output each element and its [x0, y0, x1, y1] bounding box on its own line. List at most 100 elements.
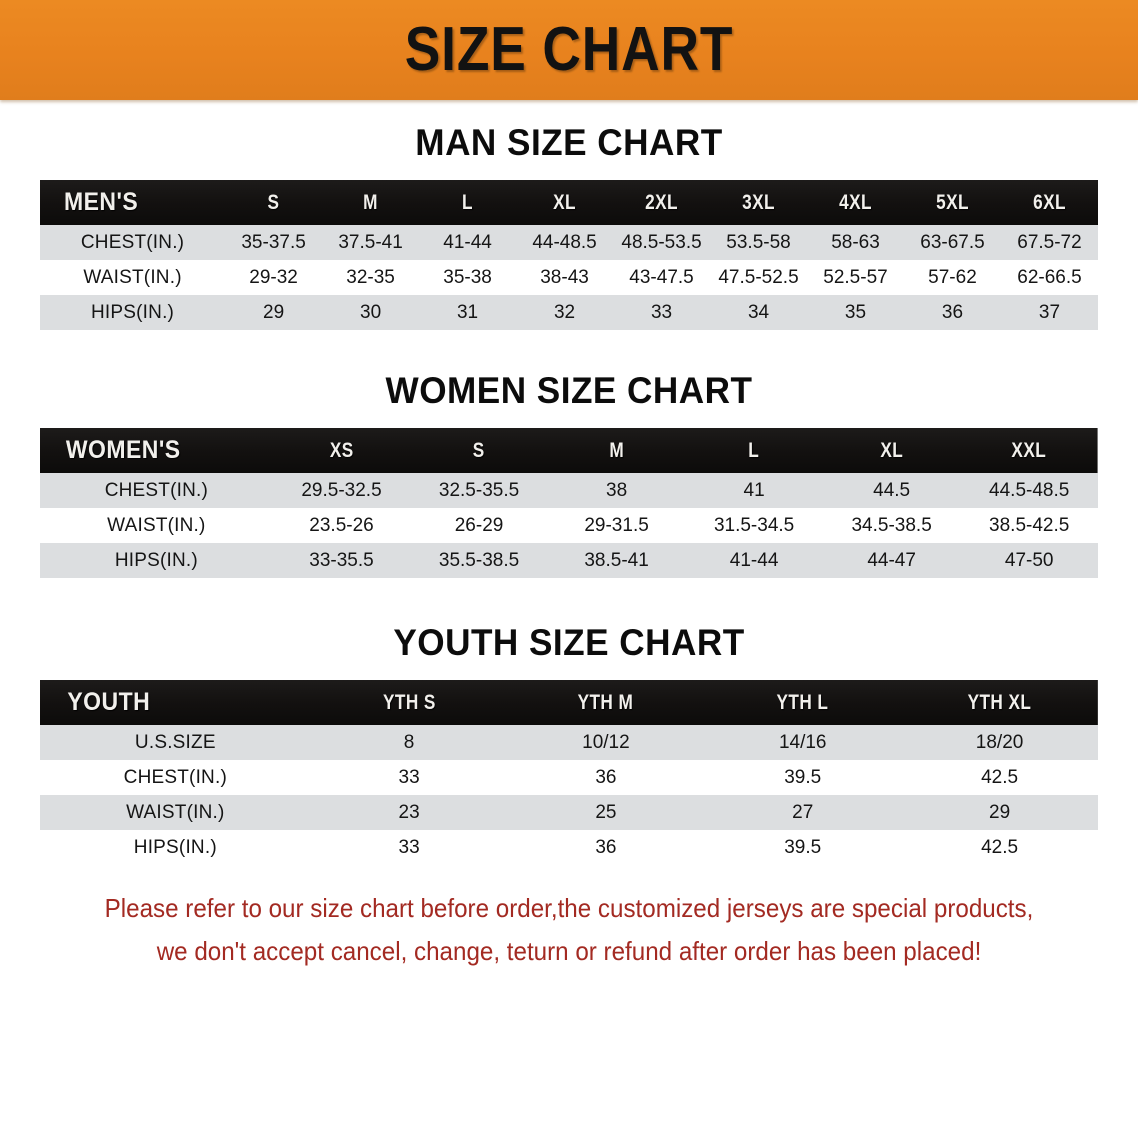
women-size-table: WOMEN'S XS S M L XL XXL CHEST(IN.) 29.5-32.5 32… — [40, 428, 1098, 578]
youth-table-body: U.S.SIZE 8 10/12 14/16 18/20 CHEST(IN.) 33 36 39… — [40, 725, 1098, 865]
table-cell: 38 — [547, 473, 686, 508]
table-cell: 35 — [807, 295, 904, 330]
table-cell: 23.5-26 — [272, 508, 411, 543]
youth-row-label: HIPS(IN.) — [40, 830, 311, 865]
man-corner-label: MEN'S — [63, 188, 139, 216]
youth-size-table: YOUTH YTH S YTH M YTH L YTH XL U.S.SIZE 8 10/… — [40, 680, 1098, 865]
table-row: CHEST(IN.) 35-37.5 37.5-41 41-44 44-48.5 48.5… — [40, 225, 1098, 260]
youth-row-label: CHEST(IN.) — [40, 760, 311, 795]
man-section-title: MAN SIZE CHART — [415, 122, 723, 163]
man-size-header: M — [363, 190, 378, 214]
table-cell: 23 — [310, 795, 508, 830]
table-cell: 44.5 — [822, 473, 961, 508]
youth-corner-label: YOUTH — [67, 688, 151, 716]
table-cell: 62-66.5 — [1000, 260, 1098, 295]
table-cell: 37.5-41 — [322, 225, 420, 260]
table-cell: 67.5-72 — [1000, 225, 1098, 260]
table-cell: 44.5-48.5 — [960, 473, 1098, 508]
man-size-table: MEN'S S M L XL 2XL 3XL 4XL 5XL 6XL CHEST(IN.) 35-… — [40, 180, 1098, 330]
table-cell: 35.5-38.5 — [410, 543, 548, 578]
table-cell: 14/16 — [704, 725, 902, 760]
table-cell: 30 — [322, 295, 420, 330]
man-size-header: 5XL — [936, 190, 969, 214]
table-cell: 39.5 — [704, 760, 902, 795]
page-title: SIZE CHART — [404, 15, 734, 84]
youth-size-chart: YOUTH YTH S YTH M YTH L YTH XL U.S.SIZE 8 10/… — [40, 680, 1098, 865]
women-size-header: M — [609, 438, 624, 462]
table-cell: 33 — [310, 830, 508, 865]
youth-size-header: YTH S — [382, 690, 436, 714]
youth-size-header: YTH M — [578, 690, 634, 714]
table-cell: 29-31.5 — [547, 508, 686, 543]
man-size-header: S — [267, 190, 280, 214]
table-cell: 25 — [507, 795, 705, 830]
man-size-header: L — [462, 190, 474, 214]
women-section-title: WOMEN SIZE CHART — [385, 370, 753, 411]
table-cell: 8 — [310, 725, 508, 760]
table-row: WAIST(IN.) 23.5-26 26-29 29-31.5 31.5-34.5 34… — [40, 508, 1098, 543]
order-policy-notice: Please refer to our size chart before or… — [76, 887, 1062, 973]
table-cell: 58-63 — [807, 225, 904, 260]
notice-line-1: Please refer to our size chart before or… — [104, 893, 1034, 923]
table-row: WAIST(IN.) 29-32 32-35 35-38 38-43 43-47.5 47.… — [40, 260, 1098, 295]
table-cell: 29 — [225, 295, 323, 330]
table-cell: 41-44 — [685, 543, 823, 578]
table-cell: 57-62 — [903, 260, 1001, 295]
women-size-chart: WOMEN'S XS S M L XL XXL CHEST(IN.) 29.5-32.5 32… — [40, 428, 1098, 578]
table-cell: 39.5 — [704, 830, 902, 865]
table-cell: 27 — [704, 795, 902, 830]
table-cell: 41-44 — [419, 225, 517, 260]
table-cell: 35-38 — [419, 260, 517, 295]
women-row-label: CHEST(IN.) — [40, 473, 273, 508]
youth-section-title: YOUTH SIZE CHART — [393, 622, 745, 663]
man-row-label: CHEST(IN.) — [40, 225, 226, 260]
table-row: HIPS(IN.) 33 36 39.5 42.5 — [40, 830, 1098, 865]
table-cell: 47-50 — [960, 543, 1098, 578]
table-row: U.S.SIZE 8 10/12 14/16 18/20 — [40, 725, 1098, 760]
women-row-label: WAIST(IN.) — [40, 508, 273, 543]
table-cell: 33 — [310, 760, 508, 795]
table-cell: 31 — [419, 295, 517, 330]
man-table-header: MEN'S S M L XL 2XL 3XL 4XL 5XL 6XL — [40, 180, 1098, 225]
table-cell: 36 — [903, 295, 1001, 330]
table-cell: 42.5 — [901, 830, 1098, 865]
table-row: HIPS(IN.) 29 30 31 32 33 34 35 36 37 — [40, 295, 1098, 330]
man-row-label: WAIST(IN.) — [40, 260, 226, 295]
man-table-body: CHEST(IN.) 35-37.5 37.5-41 41-44 44-48.5 48.5… — [40, 225, 1098, 330]
table-cell: 42.5 — [901, 760, 1098, 795]
table-cell: 31.5-34.5 — [685, 508, 823, 543]
page-banner: SIZE CHART — [0, 0, 1138, 100]
table-cell: 43-47.5 — [613, 260, 711, 295]
table-cell: 44-48.5 — [516, 225, 614, 260]
table-cell: 29-32 — [225, 260, 323, 295]
table-cell: 32.5-35.5 — [410, 473, 548, 508]
table-cell: 33 — [613, 295, 711, 330]
table-cell: 63-67.5 — [903, 225, 1001, 260]
women-size-header: XL — [880, 438, 904, 462]
table-cell: 48.5-53.5 — [613, 225, 711, 260]
man-size-header: 2XL — [645, 190, 678, 214]
table-cell: 29 — [901, 795, 1098, 830]
notice-line-2: we don't accept cancel, change, teturn o… — [156, 935, 982, 966]
youth-table-header: YOUTH YTH S YTH M YTH L YTH XL — [40, 680, 1098, 725]
table-cell: 34 — [710, 295, 807, 330]
man-size-header: 3XL — [742, 190, 775, 214]
table-cell: 38-43 — [516, 260, 614, 295]
table-cell: 53.5-58 — [710, 225, 807, 260]
table-cell: 38.5-42.5 — [960, 508, 1098, 543]
women-size-header: L — [748, 438, 760, 462]
man-row-label: HIPS(IN.) — [40, 295, 226, 330]
man-size-header: 4XL — [839, 190, 872, 214]
table-cell: 44-47 — [822, 543, 961, 578]
table-row: WAIST(IN.) 23 25 27 29 — [40, 795, 1098, 830]
women-size-header: S — [473, 438, 485, 462]
women-corner-label: WOMEN'S — [65, 436, 181, 464]
table-cell: 32 — [516, 295, 614, 330]
table-cell: 35-37.5 — [225, 225, 323, 260]
table-cell: 38.5-41 — [547, 543, 686, 578]
table-cell: 29.5-32.5 — [272, 473, 411, 508]
table-cell: 41 — [685, 473, 823, 508]
table-cell: 36 — [507, 830, 705, 865]
man-size-header: 6XL — [1033, 190, 1066, 214]
youth-row-label: U.S.SIZE — [40, 725, 311, 760]
